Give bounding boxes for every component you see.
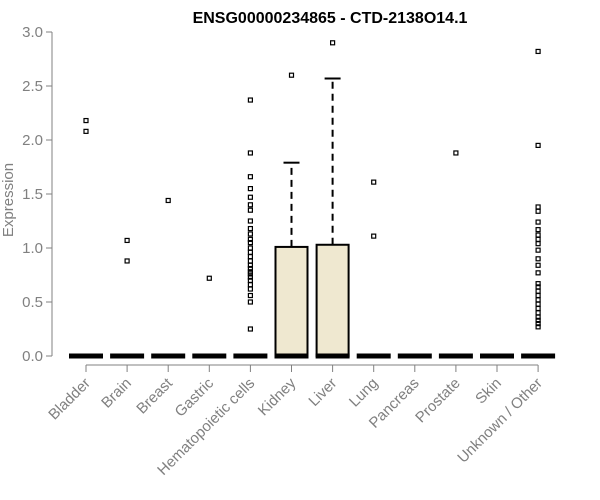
x-tick-label: Breast (133, 374, 176, 417)
outlier-point (247, 150, 253, 156)
outlier-point (535, 256, 541, 262)
outlier-point (330, 40, 336, 46)
outlier-point (247, 258, 253, 264)
y-tick-label: 1.5 (22, 186, 43, 203)
outlier-point (453, 150, 459, 156)
outlier-point (124, 258, 130, 264)
x-tick-label: Prostate (412, 375, 464, 427)
outlier-point (247, 174, 253, 180)
outlier-point (535, 301, 541, 307)
outlier-point (247, 249, 253, 255)
x-tick-label: Bladder (45, 375, 94, 424)
outlier-point (206, 275, 212, 281)
x-tick-label: Brain (98, 375, 135, 412)
outlier-point (535, 281, 541, 287)
outlier-point (83, 117, 89, 124)
outlier-point (247, 265, 253, 272)
y-tick-label: 2.5 (22, 78, 43, 95)
outlier-point (535, 262, 541, 268)
outlier-point (247, 202, 253, 208)
outlier-point (247, 186, 253, 192)
outlier-point (124, 237, 130, 244)
y-tick-label: 0.0 (22, 348, 43, 365)
outlier-point (247, 97, 253, 103)
outlier-point (535, 317, 541, 323)
outlier-point (247, 299, 253, 305)
outlier-point (535, 324, 541, 330)
y-tick-label: 1.0 (22, 240, 43, 257)
outlier-point (371, 179, 377, 185)
outlier-point (535, 208, 541, 214)
outlier-point (83, 128, 89, 134)
outlier-point (247, 282, 253, 288)
outlier-point (247, 262, 253, 268)
y-tick-label: 3.0 (22, 24, 43, 41)
outlier-point (535, 310, 541, 316)
x-tick-label: Skin (472, 375, 505, 408)
box-liver (315, 77, 350, 359)
box-kidney (274, 161, 309, 359)
axes-layer: 0.0 0.5 1.0 1.5 2.0 2.5 3.0 (22, 24, 539, 372)
outlier-point (535, 204, 541, 210)
outlier-point (247, 326, 253, 332)
x-tick-label: Lung (346, 375, 382, 411)
outlier-point (247, 292, 253, 299)
outlier-point (535, 270, 541, 276)
outlier-point (247, 271, 253, 277)
outlier-point (247, 254, 253, 260)
outlier-point (247, 286, 253, 292)
outlier-point (247, 236, 253, 242)
outliers-layer (83, 40, 541, 332)
box-body (315, 243, 350, 357)
outlier-point (535, 314, 541, 320)
outlier-point (535, 219, 541, 225)
outlier-point (535, 321, 541, 327)
y-tick-label: 0.5 (22, 294, 43, 311)
outlier-point (535, 48, 541, 55)
outlier-point (288, 72, 295, 78)
outlier-point (371, 233, 377, 239)
outlier-point (535, 297, 541, 303)
outlier-point (535, 288, 541, 294)
outlier-point (535, 247, 541, 253)
outlier-point (535, 241, 541, 247)
outlier-point (247, 194, 253, 200)
outlier-point (165, 197, 171, 204)
outlier-point (535, 292, 541, 299)
outlier-point (535, 142, 541, 148)
y-axis-label: Expression (0, 163, 17, 237)
boxes-layer (69, 77, 556, 359)
outlier-point (247, 240, 253, 246)
chart-title: ENSG00000234865 - CTD-2138O14.1 (193, 10, 468, 27)
outlier-point (535, 232, 541, 238)
outlier-point (535, 305, 541, 312)
box-body (274, 245, 309, 357)
outlier-point (247, 218, 253, 224)
outlier-point (247, 231, 253, 237)
x-tick-label: Liver (305, 375, 340, 410)
outlier-point (247, 274, 253, 280)
x-tick-label: Kidney (255, 374, 300, 419)
outlier-point (535, 236, 541, 242)
y-tick-label: 2.0 (22, 132, 43, 149)
outlier-point (535, 227, 541, 233)
outlier-point (247, 225, 253, 232)
outlier-point (247, 245, 253, 251)
outlier-point (247, 207, 253, 213)
